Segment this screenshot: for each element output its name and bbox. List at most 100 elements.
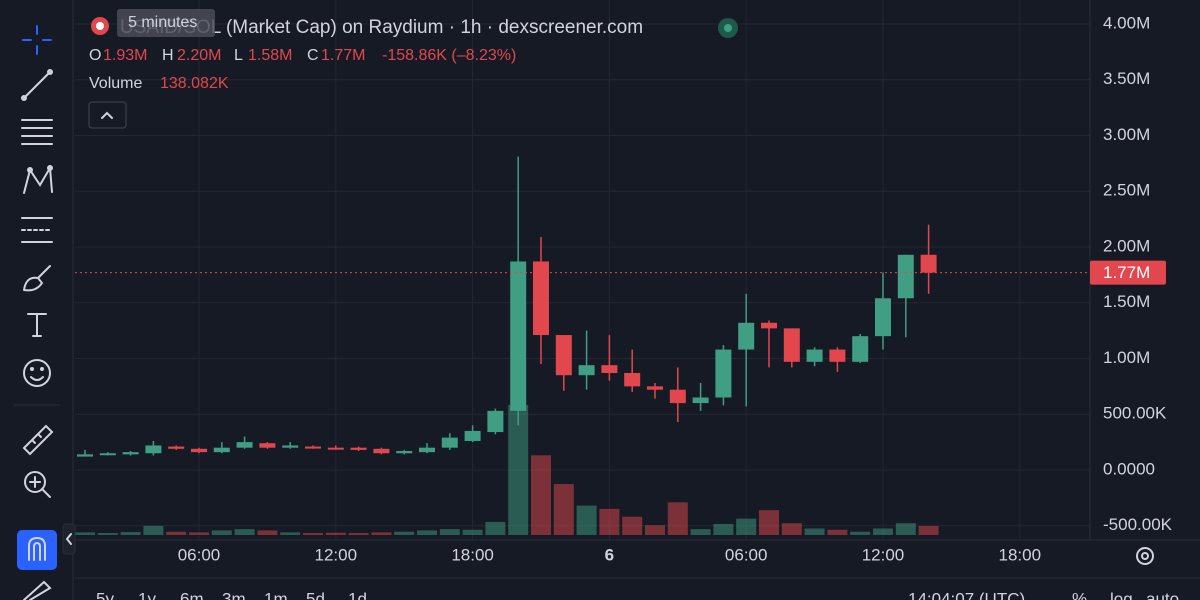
range-button: 5d [306,589,325,600]
candle-body [77,454,93,457]
candle-body [145,445,162,454]
candle-body [875,298,891,337]
volume-bar [325,532,346,535]
y-tick-label: 500.00K [1103,404,1167,423]
candle-body [555,335,572,376]
volume-bar [781,523,802,535]
volume-bar [576,505,597,535]
crosshair-tool[interactable] [22,25,52,55]
range-button: 5y [96,589,114,600]
candle-body [624,372,641,387]
forecast-tool[interactable] [21,217,53,243]
legend-change: -158.86K (–8.23%) [382,47,516,64]
ruler-tool[interactable] [22,424,54,456]
legend-value: 1.77M [321,47,365,64]
toolbar-collapse-icon [65,533,72,545]
pen-tool[interactable] [23,580,52,600]
candle-body [282,445,299,448]
volume-bar [371,532,392,535]
fib-tool[interactable] [21,119,53,145]
candle-body [578,365,595,376]
candle-body [305,446,321,449]
volume-bar [143,525,164,535]
volume-bar [439,529,460,535]
volume-bar [850,531,871,535]
candle-body [441,437,458,448]
candle-body [647,386,663,390]
candle-body [738,322,755,350]
volume-bar [873,528,893,535]
volume-bars [75,405,939,535]
legend-key: Volume [89,75,142,92]
candle-body [487,410,504,433]
x-tick-label: 06:00 [178,545,221,564]
range-button: 3m [222,589,246,600]
pattern-tool[interactable] [23,164,53,194]
volume-bar [120,532,141,535]
candle-body [715,349,732,398]
candle-body [99,453,116,456]
candle-body [213,447,230,453]
candle-body [829,349,846,362]
candle-body [510,261,527,411]
collapse-icon [101,111,113,119]
volume-bar [166,531,187,535]
volume-bar [599,508,620,535]
volume-bar [827,529,848,535]
text-tool[interactable] [27,313,47,337]
y-tick-label: 4.00M [1103,13,1150,32]
range-button: 1d [348,589,367,600]
y-tick-label: 2.50M [1103,181,1150,200]
brush-tool[interactable] [23,265,51,292]
magnet-tool[interactable] [17,530,57,570]
collapse-button[interactable] [88,101,127,129]
legend-value: 2.20M [177,47,221,64]
footer-percent: % [1072,589,1087,600]
x-tick-label: 12:00 [315,545,358,564]
volume-bar [280,532,301,535]
magnet-icon [28,536,46,561]
candle-body [419,447,435,453]
trendline-tool[interactable] [21,69,53,101]
y-tick-label: 2.00M [1103,236,1150,255]
volume-bar [97,533,118,535]
settings-button[interactable] [1136,547,1154,565]
candle-body [350,447,367,450]
candle-body [669,389,686,404]
legend-value: 1.93M [103,47,147,64]
y-tick-label: 3.50M [1103,69,1150,88]
volume-bar [508,405,529,535]
toolbar-collapse[interactable] [62,523,76,555]
candle-body [761,322,777,329]
candle-body [191,448,207,453]
candle-body [692,397,709,404]
volume-bar [622,516,643,535]
volume-bar [462,529,483,535]
range-button: 6m [180,589,204,600]
footer: 5y 1y 6m 3m 1m 5d 1d 14:04:07 (UTC)% log auto [96,589,1179,600]
legend-key: O [89,47,101,64]
candle-body [920,254,937,273]
candle-body [259,443,276,448]
footer-log: log [1110,589,1133,600]
legend-key: L [234,47,243,64]
candle-body [897,254,914,299]
volume-bar [75,532,95,535]
candle-body [396,451,413,454]
volume-bar [417,530,437,535]
volume-bar [234,529,255,535]
volume-bar [759,510,779,535]
legend-key: C [307,47,319,64]
candle-body [168,446,185,449]
emoji-tool[interactable] [23,359,51,387]
last-price-box [1090,260,1166,285]
y-tick-label: 3.00M [1103,125,1150,144]
footer-auto: auto [1146,589,1179,600]
tooltip: 5 minutes [128,14,197,31]
volume-bar [257,530,278,535]
range-button: 1m [264,589,288,600]
candle-body [464,430,481,441]
zoom-tool[interactable] [24,471,51,498]
